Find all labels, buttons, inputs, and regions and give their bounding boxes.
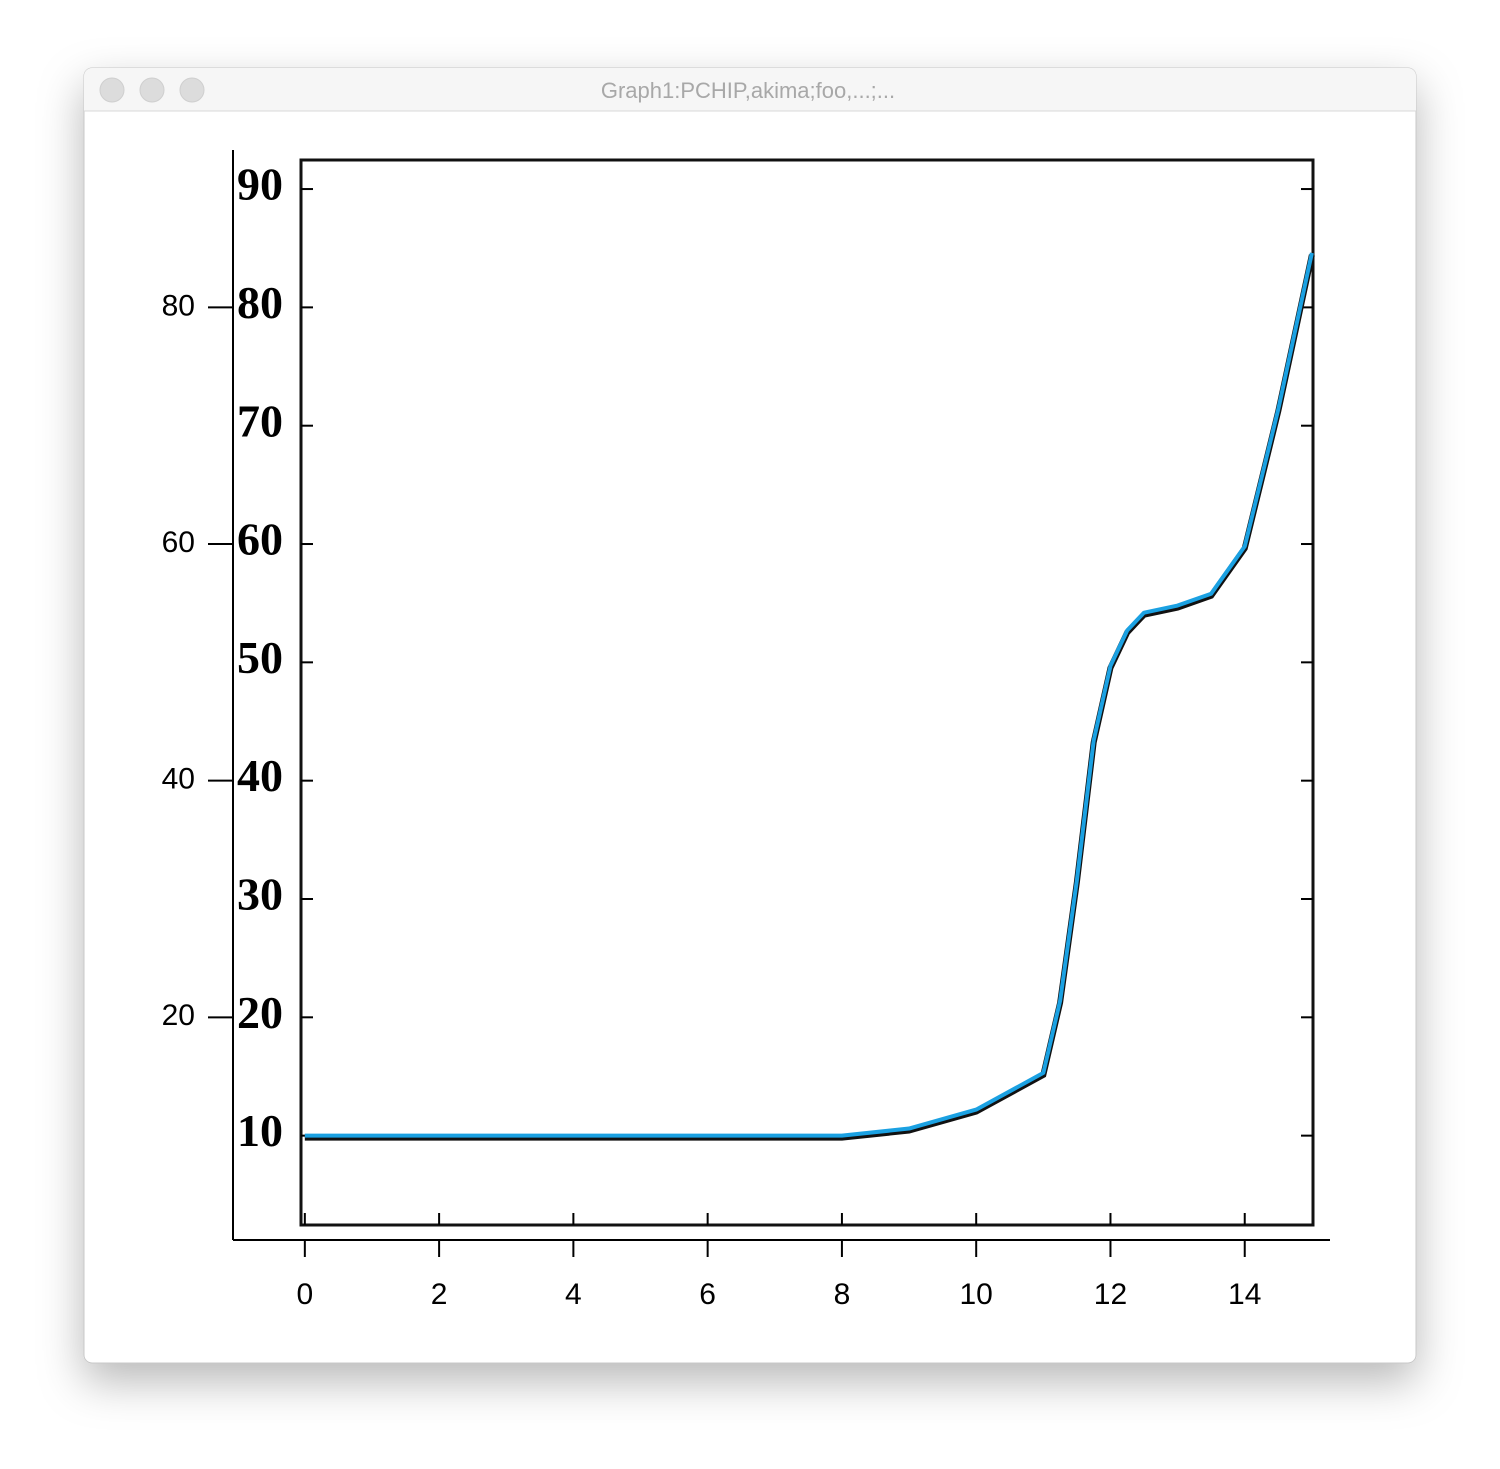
scan-tick-label: 60 xyxy=(237,514,283,565)
y-tick-label: 20 xyxy=(162,999,195,1032)
scan-tick-label: 30 xyxy=(237,869,283,920)
x-tick-label: 4 xyxy=(565,1278,582,1311)
zoom-button[interactable] xyxy=(179,77,205,103)
scan-tick-label: 50 xyxy=(237,632,283,683)
data-line xyxy=(304,252,1314,1138)
close-button[interactable] xyxy=(99,77,125,103)
scan-tick-label: 90 xyxy=(237,159,283,210)
scan-frame xyxy=(299,158,1315,1227)
minimize-button[interactable] xyxy=(139,77,165,103)
y-tick-label: 80 xyxy=(162,289,195,322)
y-tick-label: 40 xyxy=(162,763,195,796)
x-tick-label: 12 xyxy=(1094,1278,1127,1311)
scan-tick-label: 20 xyxy=(237,987,283,1038)
scan-tick-label: 70 xyxy=(237,395,283,446)
x-tick-label: 2 xyxy=(431,1278,448,1311)
scan-tick-label: 80 xyxy=(237,277,283,328)
y-tick-label: 60 xyxy=(162,526,195,559)
x-tick-label: 14 xyxy=(1228,1278,1261,1311)
plot: 10 20 30 40 50 60 70 80 90 20 40 60 80 0 2 4 6 8 10 12 14 xyxy=(162,150,1330,1311)
window-title: Graph1:PCHIP,akima;foo,...;... xyxy=(601,78,895,103)
x-tick-label: 8 xyxy=(834,1278,851,1311)
scan-tick-label: 10 xyxy=(237,1105,283,1156)
x-tick-label: 0 xyxy=(296,1278,313,1311)
window xyxy=(83,67,1417,1364)
x-tick-label: 10 xyxy=(960,1278,993,1311)
scan-tick-label: 40 xyxy=(237,750,283,801)
title-bar xyxy=(84,68,1416,111)
x-tick-label: 6 xyxy=(699,1278,716,1311)
